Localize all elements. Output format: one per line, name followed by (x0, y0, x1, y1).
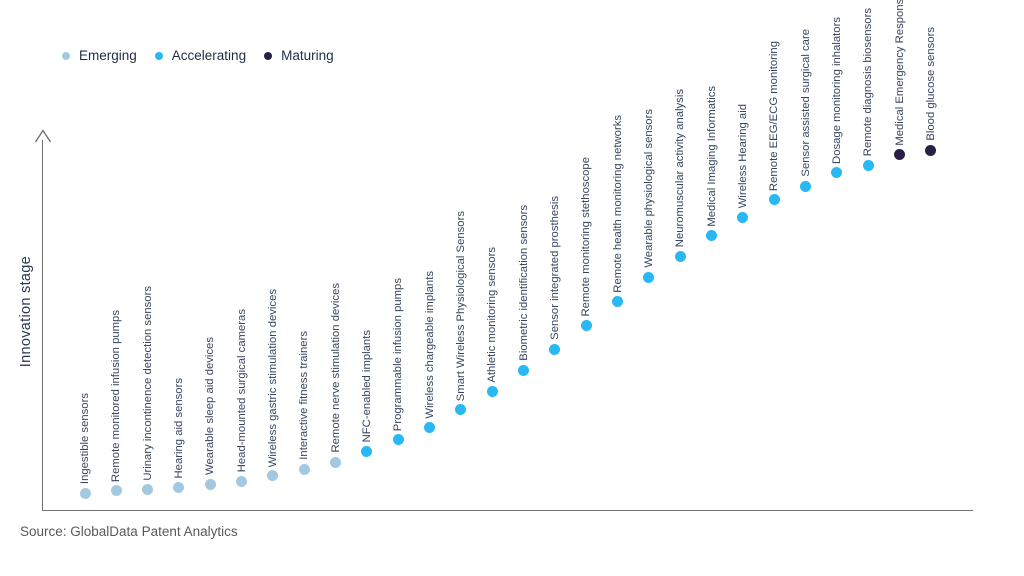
data-point-label: Ingestible sensors (79, 393, 91, 485)
data-point-label: Wireless Hearing aid (736, 103, 749, 209)
data-point (236, 475, 248, 487)
data-point (79, 487, 91, 499)
emerging-dot-icon (62, 51, 70, 60)
legend-label-maturing: Maturing (281, 48, 334, 63)
y-axis-title: Innovation stage (18, 256, 34, 368)
data-point (831, 167, 843, 179)
data-point-label: Remote monitoring stethoscope (580, 156, 593, 317)
data-point-label: Biometric identification sensors (517, 205, 530, 362)
data-point-label: Wearable sleep aid devices (204, 337, 217, 476)
maturing-dot-icon (264, 51, 273, 60)
data-point-label: Sensor integrated prosthesis (548, 196, 561, 341)
data-point-label: Programmable infusion pumps (392, 277, 405, 431)
data-point-label: Wireless gastric stimulation devices (266, 288, 279, 467)
data-point (392, 434, 404, 446)
data-point-label: Medical Imaging Informatics (705, 86, 718, 227)
legend-label-accelerating: Accelerating (171, 48, 247, 63)
data-point (361, 446, 373, 458)
data-point (768, 194, 780, 206)
y-axis-line (42, 140, 44, 511)
data-point (800, 180, 812, 192)
data-point (737, 211, 749, 223)
legend: Emerging Accelerating Maturing (62, 48, 334, 63)
source-text: Source: GlobalData Patent Analytics (20, 524, 238, 539)
data-point-label: Blood glucose sensors (924, 27, 937, 141)
legend-item-emerging: Emerging (62, 48, 137, 63)
data-point-label: Dosage monitoring inhalators (830, 16, 843, 164)
data-point (424, 421, 436, 433)
data-point (612, 296, 624, 308)
data-point-label: Wearable physiological sensors (642, 109, 655, 269)
data-point-label: Urinary incontinence detection sensors (141, 286, 154, 481)
data-point (706, 230, 718, 242)
data-point (518, 364, 530, 376)
data-point-label: NFC-enabled implants (360, 330, 373, 443)
y-axis-arrow-icon (34, 129, 52, 143)
data-point-label: Athletic monitoring sensors (486, 246, 499, 383)
data-point (110, 485, 122, 497)
data-point (549, 343, 561, 355)
x-axis-line (42, 510, 973, 512)
data-point (674, 250, 686, 262)
data-point-label: Hearing aid sensors (172, 378, 185, 479)
data-point-label: Medical Emergency Response Systems (893, 0, 906, 146)
data-point (486, 385, 498, 397)
data-point-label: Remote health monitoring networks (611, 115, 624, 293)
data-point-label: Head-mounted surgical cameras (235, 308, 248, 473)
legend-item-maturing: Maturing (264, 48, 334, 63)
data-point (862, 159, 874, 171)
data-point-label: Remote nerve stimulation devices (329, 283, 342, 453)
data-point-label: Remote diagnosis biosensors (862, 7, 875, 156)
data-point (580, 319, 592, 331)
data-point-label: Remote monitored infusion pumps (110, 309, 123, 482)
data-point (643, 271, 655, 283)
legend-label-emerging: Emerging (79, 48, 137, 63)
data-point-label: Neuromuscular activity analysis (674, 88, 687, 248)
data-point-label: Smart Wireless Physiological Sensors (454, 210, 467, 401)
data-point (267, 470, 279, 482)
data-point (173, 482, 185, 494)
data-point-label: Sensor assisted surgical care (799, 29, 812, 177)
data-point (298, 463, 310, 475)
data-point (894, 149, 906, 161)
accelerating-dot-icon (154, 51, 163, 60)
data-point (925, 144, 937, 156)
data-point (204, 478, 216, 490)
data-point-label: Wireless chargeable implants (423, 270, 436, 419)
data-point (142, 484, 154, 496)
legend-item-accelerating: Accelerating (154, 48, 247, 63)
data-point-label: Remote EEG/ECG monitoring (768, 40, 781, 191)
data-point-label: Interactive fitness trainers (298, 331, 311, 461)
data-point (455, 404, 467, 416)
data-point (330, 456, 342, 468)
